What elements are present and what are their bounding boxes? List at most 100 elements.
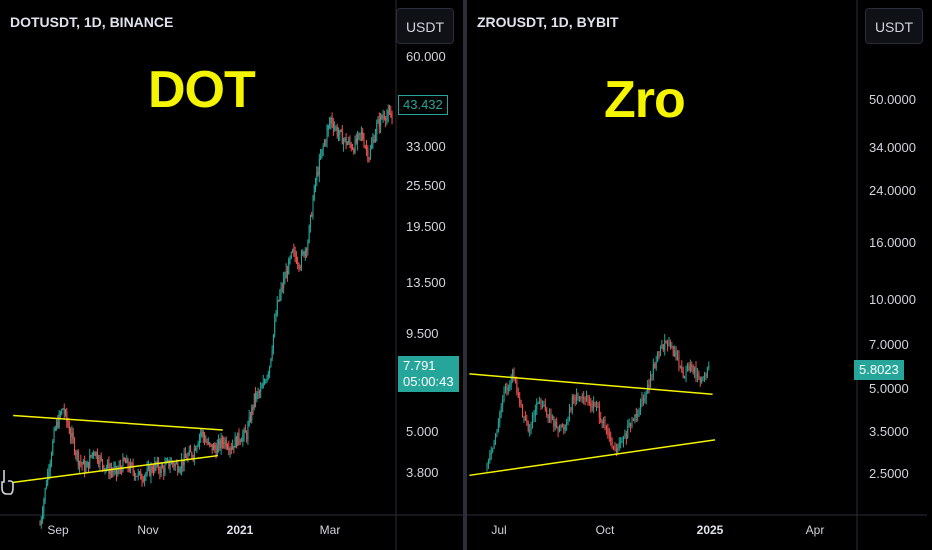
right-candle	[608, 427, 610, 442]
right-candle	[539, 396, 541, 405]
right-candle	[590, 397, 592, 413]
left-candle	[339, 129, 341, 141]
left-candle-body	[330, 117, 332, 124]
left-candle	[274, 313, 276, 338]
left-candle	[280, 282, 282, 301]
left-candle	[380, 112, 382, 134]
left-candle	[378, 112, 380, 134]
left-candle-body	[206, 441, 208, 444]
left-candle-body	[187, 455, 189, 461]
right-candle	[557, 426, 559, 438]
left-candle	[79, 460, 81, 473]
left-candle	[149, 464, 151, 477]
left-candle-body	[218, 440, 220, 446]
left-candle	[144, 474, 146, 487]
right-candle-body	[591, 406, 593, 408]
left-candle-body	[224, 439, 226, 445]
left-candle-body	[104, 468, 106, 470]
left-candle-body	[94, 452, 96, 456]
left-candle-body	[66, 411, 68, 422]
left-candle	[117, 465, 119, 477]
left-candle	[226, 443, 229, 451]
right-candle-body	[503, 390, 505, 401]
right-candle	[587, 394, 589, 406]
left-candle-body	[308, 226, 310, 243]
left-candle	[210, 443, 212, 448]
right-candle-body	[661, 344, 663, 349]
right-candle-body	[493, 440, 495, 449]
left-candle	[299, 264, 301, 271]
left-candle	[360, 126, 362, 142]
left-candle	[202, 429, 204, 443]
left-candle	[288, 257, 290, 275]
left-candle	[156, 456, 158, 468]
right-candle-body	[628, 423, 630, 426]
left-candle	[252, 404, 254, 416]
right-candle	[695, 361, 697, 382]
left-candle-body	[205, 441, 207, 443]
dot-chart-canvas	[0, 0, 463, 550]
right-candle-body	[607, 429, 609, 434]
left-candle-body	[323, 141, 325, 146]
left-candle	[105, 464, 107, 473]
left-candle-body	[197, 443, 199, 447]
right-candle	[513, 367, 515, 382]
left-candle-body	[368, 158, 370, 160]
left-candle	[320, 148, 322, 161]
left-candle-body	[383, 116, 385, 118]
left-candle-body	[332, 123, 334, 129]
right-candle	[667, 339, 669, 352]
right-candle-body	[642, 398, 644, 402]
right-candle	[657, 351, 659, 363]
left-candle-body	[239, 440, 241, 442]
right-candle	[577, 392, 579, 401]
left-candle	[90, 454, 92, 459]
right-y-tick-label: 34.0000	[869, 140, 916, 155]
left-candle	[228, 440, 230, 456]
left-candle-body	[113, 468, 115, 473]
right-candle-body	[659, 348, 661, 357]
left-candle-body	[302, 251, 304, 254]
right-candle	[568, 403, 570, 422]
left-candle	[158, 457, 160, 474]
right-candle	[576, 388, 578, 405]
left-candle	[151, 463, 153, 474]
dot-currency-button[interactable]: USDT	[396, 8, 454, 44]
left-candle-body	[372, 139, 374, 145]
left-candles	[39, 104, 393, 529]
left-candle	[218, 434, 220, 453]
right-candle-body	[486, 465, 488, 467]
right-candle	[655, 355, 657, 371]
left-candle-body	[238, 432, 240, 441]
left-candle	[249, 411, 252, 423]
left-y-tick-label: 19.500	[406, 219, 446, 234]
left-candle	[327, 124, 329, 137]
left-candle	[66, 407, 68, 428]
right-candle-body	[702, 376, 704, 379]
left-candle-body	[279, 294, 281, 301]
right-candle-body	[522, 405, 524, 418]
left-candle-body	[159, 469, 161, 473]
left-candle-body	[266, 376, 268, 382]
left-candle	[242, 429, 244, 447]
left-candle-body	[366, 146, 368, 149]
left-candle-body	[45, 484, 47, 489]
left-x-tick-label: 2021	[226, 523, 254, 537]
right-candle-body	[682, 371, 684, 378]
left-candle	[52, 439, 54, 456]
left-candle	[313, 184, 315, 202]
left-candle	[297, 256, 299, 270]
left-candle	[371, 137, 373, 150]
right-candle-body	[650, 374, 652, 388]
left-candle-body	[108, 463, 110, 475]
right-candle-body	[536, 402, 538, 410]
right-candle-body	[533, 416, 535, 418]
drawing-tool-icon[interactable]	[0, 468, 14, 496]
zro-currency-button[interactable]: USDT	[865, 8, 923, 44]
right-candle	[685, 365, 687, 383]
left-y-tick-label: 25.500	[406, 178, 446, 193]
right-candle-body	[598, 406, 600, 418]
left-candle-body	[229, 448, 231, 451]
left-candle-body	[377, 119, 379, 124]
left-candle	[179, 466, 181, 475]
